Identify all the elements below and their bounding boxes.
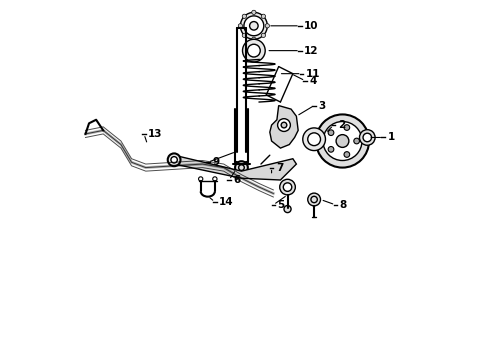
Circle shape xyxy=(354,138,360,144)
Circle shape xyxy=(283,183,292,192)
Circle shape xyxy=(242,14,246,18)
Circle shape xyxy=(308,133,320,145)
Circle shape xyxy=(238,24,243,28)
Circle shape xyxy=(244,16,264,36)
Circle shape xyxy=(360,130,375,145)
Polygon shape xyxy=(174,155,296,180)
Text: 8: 8 xyxy=(340,200,347,210)
Circle shape xyxy=(336,135,349,147)
Circle shape xyxy=(242,33,246,37)
Text: 1: 1 xyxy=(388,132,395,143)
Text: 11: 11 xyxy=(306,69,320,79)
Polygon shape xyxy=(270,105,298,148)
Circle shape xyxy=(247,44,260,57)
Circle shape xyxy=(328,147,334,152)
Circle shape xyxy=(261,14,266,18)
Circle shape xyxy=(235,161,248,174)
Circle shape xyxy=(363,133,371,142)
Circle shape xyxy=(243,39,265,62)
Text: 12: 12 xyxy=(304,46,319,56)
Circle shape xyxy=(303,128,325,150)
Text: 14: 14 xyxy=(219,197,234,207)
Text: 6: 6 xyxy=(233,175,241,185)
Text: 10: 10 xyxy=(304,21,319,31)
Circle shape xyxy=(316,114,369,168)
Circle shape xyxy=(280,179,295,195)
Circle shape xyxy=(281,122,287,128)
Text: 5: 5 xyxy=(278,200,285,210)
Text: 4: 4 xyxy=(310,76,317,86)
Text: 7: 7 xyxy=(276,163,283,172)
Circle shape xyxy=(171,157,177,163)
Circle shape xyxy=(323,122,362,161)
Circle shape xyxy=(308,193,320,206)
Circle shape xyxy=(284,206,291,213)
Circle shape xyxy=(252,10,256,14)
Circle shape xyxy=(344,125,350,130)
Circle shape xyxy=(278,119,291,131)
Circle shape xyxy=(344,152,350,157)
Text: 9: 9 xyxy=(212,157,219,167)
Circle shape xyxy=(265,24,270,28)
Circle shape xyxy=(168,153,180,166)
Circle shape xyxy=(261,33,266,37)
Text: 2: 2 xyxy=(338,120,345,130)
Text: 13: 13 xyxy=(148,129,163,139)
Circle shape xyxy=(328,130,334,135)
Circle shape xyxy=(241,12,268,39)
Text: 3: 3 xyxy=(318,100,326,111)
Circle shape xyxy=(249,22,258,30)
Circle shape xyxy=(252,37,256,41)
